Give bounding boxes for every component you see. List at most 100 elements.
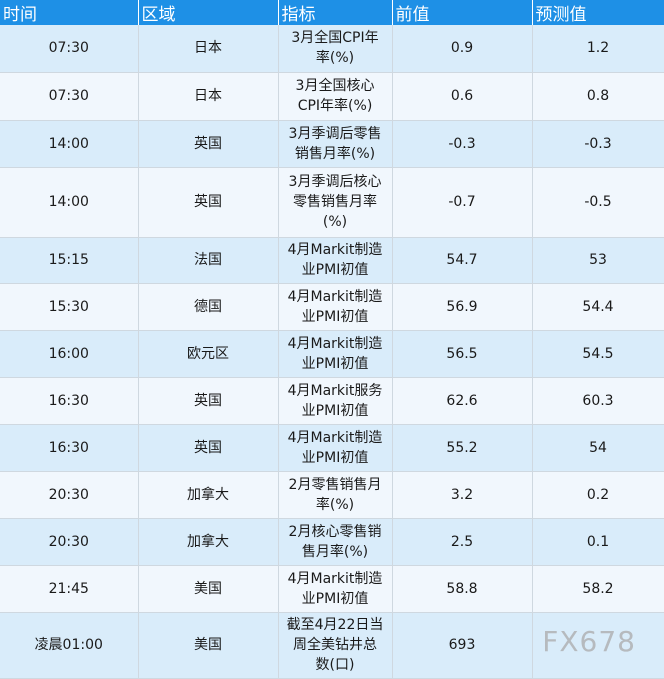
header-indicator: 指标: [278, 0, 393, 25]
indicator-line: 3月全国核心: [295, 78, 375, 94]
cell-forecast: 0.1: [532, 518, 664, 566]
indicator-line: CPI年率(%): [297, 98, 373, 114]
table-row: 20:30 加拿大 2月零售销售月 率(%) 3.2 0.2: [0, 471, 664, 519]
cell-forecast: 58.2: [532, 565, 664, 613]
indicator-line: 率(%): [315, 496, 355, 513]
table-row: 07:30 日本 3月全国CPI年 率(%) 0.9 1.2: [0, 25, 664, 73]
cell-time: 凌晨01:00: [0, 612, 139, 679]
cell-time: 15:30: [0, 283, 139, 331]
watermark-logo: FX678: [542, 625, 636, 658]
table-row: 16:30 英国 4月Markit服务 业PMI初值 62.6 60.3: [0, 377, 664, 425]
cell-region: 加拿大: [138, 471, 279, 519]
cell-indicator: 4月Markit制造 业PMI初值: [278, 237, 393, 284]
cell-forecast: -0.5: [532, 167, 664, 238]
cell-region: 英国: [138, 377, 279, 425]
cell-region: 日本: [138, 72, 279, 121]
cell-previous: 62.6: [392, 377, 533, 425]
cell-region: 英国: [138, 167, 279, 238]
cell-indicator: 4月Markit制造 业PMI初值: [278, 424, 393, 472]
cell-forecast: -0.3: [532, 120, 664, 168]
cell-indicator: 3月季调后零售 销售月率(%): [278, 120, 393, 168]
header-row: 时间 区域 指标 前值 预测值: [0, 0, 664, 25]
cell-previous: 0.6: [392, 72, 533, 121]
indicator-line: 零售销售月率: [293, 194, 377, 210]
cell-time: 14:00: [0, 120, 139, 168]
indicator-line: 业PMI初值: [301, 402, 369, 419]
cell-previous: 0.9: [392, 25, 533, 73]
cell-previous: 56.5: [392, 330, 533, 378]
cell-indicator: 3月全国CPI年 率(%): [278, 25, 393, 73]
cell-time: 14:00: [0, 167, 139, 238]
cell-time: 07:30: [0, 72, 139, 121]
cell-previous: 693: [392, 612, 533, 679]
cell-region: 法国: [138, 237, 279, 284]
indicator-line: 4月Markit制造: [287, 570, 383, 587]
indicator-line: (%): [322, 214, 348, 230]
cell-time: 20:30: [0, 518, 139, 566]
cell-indicator: 4月Markit服务 业PMI初值: [278, 377, 393, 425]
indicator-line: 业PMI初值: [301, 355, 369, 372]
cell-forecast: 60.3: [532, 377, 664, 425]
cell-time: 16:30: [0, 424, 139, 472]
indicator-line: 3月季调后零售: [288, 125, 382, 142]
cell-forecast: 54.5: [532, 330, 664, 378]
indicator-line: 4月Markit制造: [287, 288, 383, 305]
table-row: 15:30 德国 4月Markit制造 业PMI初值 56.9 54.4: [0, 283, 664, 331]
cell-indicator: 4月Markit制造 业PMI初值: [278, 565, 393, 613]
cell-region: 欧元区: [138, 330, 279, 378]
header-forecast: 预测值: [532, 0, 664, 25]
table-row: 21:45 美国 4月Markit制造 业PMI初值 58.8 58.2: [0, 565, 664, 613]
indicator-line: 销售月率(%): [294, 145, 376, 162]
indicator-line: 业PMI初值: [301, 449, 369, 466]
header-region: 区域: [138, 0, 279, 25]
cell-forecast: 53: [532, 237, 664, 284]
cell-indicator: 3月季调后核心 零售销售月率 (%): [278, 167, 393, 238]
cell-indicator: 4月Markit制造 业PMI初值: [278, 283, 393, 331]
indicator-line: 4月Markit服务: [287, 382, 383, 399]
cell-previous: -0.7: [392, 167, 533, 238]
header-time: 时间: [0, 0, 139, 25]
indicator-line: 3月季调后核心: [288, 174, 382, 190]
cell-time: 20:30: [0, 471, 139, 519]
indicator-line: 4月Markit制造: [287, 429, 383, 446]
cell-forecast: 1.2: [532, 25, 664, 73]
cell-indicator: 4月Markit制造 业PMI初值: [278, 330, 393, 378]
indicator-line: 业PMI初值: [301, 590, 369, 607]
cell-previous: 56.9: [392, 283, 533, 331]
indicator-line: 截至4月22日当: [286, 617, 384, 633]
table-row: 14:00 英国 3月季调后核心 零售销售月率 (%) -0.7 -0.5: [0, 167, 664, 238]
cell-previous: 55.2: [392, 424, 533, 472]
cell-region: 美国: [138, 565, 279, 613]
cell-forecast: 0.8: [532, 72, 664, 121]
table-row: 16:00 欧元区 4月Markit制造 业PMI初值 56.5 54.5: [0, 330, 664, 378]
cell-forecast: 54: [532, 424, 664, 472]
cell-region: 英国: [138, 120, 279, 168]
cell-time: 21:45: [0, 565, 139, 613]
cell-forecast: 0.2: [532, 471, 664, 519]
cell-previous: 58.8: [392, 565, 533, 613]
indicator-line: 3月全国CPI年: [291, 30, 379, 47]
table-row: 16:30 英国 4月Markit制造 业PMI初值 55.2 54: [0, 424, 664, 472]
header-previous: 前值: [392, 0, 533, 25]
cell-region: 德国: [138, 283, 279, 331]
table-row: 凌晨01:00 美国 截至4月22日当 周全美钻井总 数(口) 693: [0, 612, 664, 679]
cell-previous: 2.5: [392, 518, 533, 566]
indicator-line: 2月零售销售月: [288, 476, 382, 493]
cell-forecast: [532, 612, 664, 679]
indicator-line: 4月Markit制造: [287, 242, 383, 258]
indicator-line: 率(%): [315, 50, 355, 67]
cell-time: 15:15: [0, 237, 139, 284]
cell-region: 日本: [138, 25, 279, 73]
indicator-line: 数(口): [315, 657, 355, 673]
table-row: 07:30 日本 3月全国核心 CPI年率(%) 0.6 0.8: [0, 72, 664, 121]
cell-region: 加拿大: [138, 518, 279, 566]
cell-region: 英国: [138, 424, 279, 472]
cell-indicator: 3月全国核心 CPI年率(%): [278, 72, 393, 121]
cell-previous: 3.2: [392, 471, 533, 519]
cell-time: 16:00: [0, 330, 139, 378]
indicator-line: 2月核心零售销: [288, 523, 382, 540]
indicator-line: 业PMI初值: [301, 262, 369, 278]
cell-indicator: 截至4月22日当 周全美钻井总 数(口): [278, 612, 393, 679]
indicator-line: 业PMI初值: [301, 308, 369, 325]
